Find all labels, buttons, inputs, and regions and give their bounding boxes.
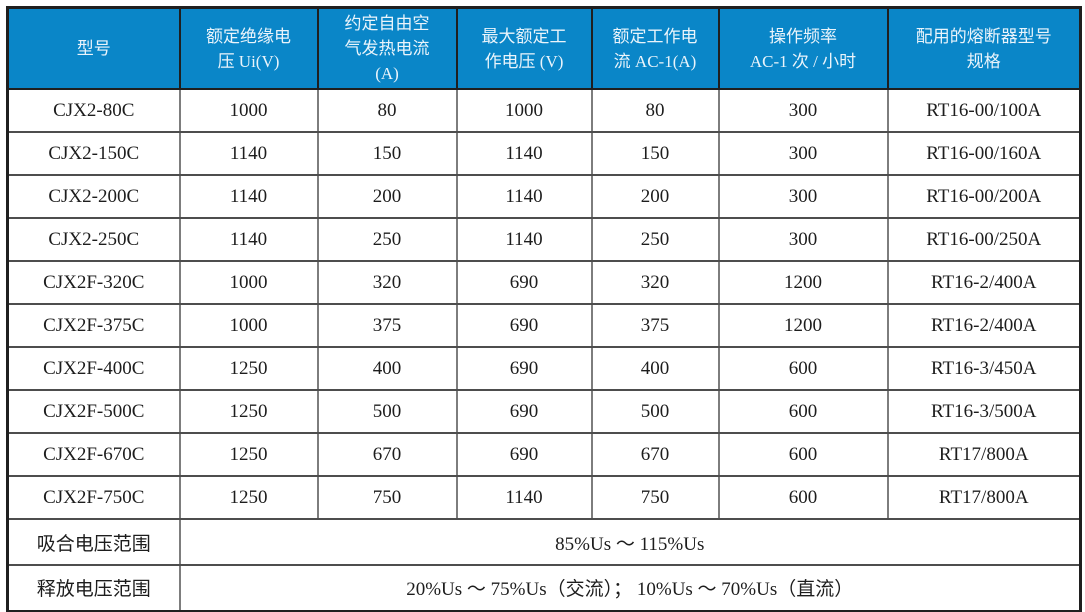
table-cell: 600 <box>717 432 889 477</box>
table-cell: 320 <box>590 260 720 305</box>
table-cell: RT16-2/400A <box>886 303 1082 348</box>
table-cell: 1250 <box>178 432 319 477</box>
table-row: CJX2F-400C 1250 400 690 400 600 RT16-3/450A <box>6 346 1082 391</box>
header-cell-operation-frequency: 操作频率 AC-1 次 / 小时 <box>717 6 889 90</box>
model-cell: CJX2F-400C <box>6 346 181 391</box>
model-cell: CJX2-150C <box>6 131 181 176</box>
footer-value-cell: 85%Us ～ 115%Us <box>178 518 1082 566</box>
table-cell: 500 <box>316 389 458 434</box>
table-cell: 600 <box>717 389 889 434</box>
table-cell: 690 <box>455 389 593 434</box>
table-cell: 150 <box>590 131 720 176</box>
table-row-release-voltage: 释放电压范围 20%Us ～ 75%Us（交流）； 10%Us ～ 70%Us（… <box>6 564 1082 612</box>
model-cell: CJX2-250C <box>6 217 181 262</box>
table-cell: 1140 <box>455 174 593 219</box>
table-row: CJX2F-320C 1000 320 690 320 1200 RT16-2/400A <box>6 260 1082 305</box>
table-cell: 1000 <box>178 88 319 133</box>
table-cell: 375 <box>590 303 720 348</box>
footer-label-cell: 释放电压范围 <box>6 564 181 612</box>
header-cell-insulation-voltage: 额定绝缘电 压 Ui(V) <box>178 6 319 90</box>
table-cell: RT17/800A <box>886 432 1082 477</box>
table-cell: 1200 <box>717 260 889 305</box>
header-cell-working-current: 额定工作电 流 AC-1(A) <box>590 6 720 90</box>
model-cell: CJX2F-320C <box>6 260 181 305</box>
table-cell: 400 <box>590 346 720 391</box>
table-cell: 320 <box>316 260 458 305</box>
table-row: CJX2-150C 1140 150 1140 150 300 RT16-00/160A <box>6 131 1082 176</box>
table-cell: 300 <box>717 131 889 176</box>
table-cell: 300 <box>717 217 889 262</box>
model-cell: CJX2F-500C <box>6 389 181 434</box>
table-cell: 600 <box>717 346 889 391</box>
table-cell: 670 <box>316 432 458 477</box>
model-cell: CJX2-200C <box>6 174 181 219</box>
model-cell: CJX2F-670C <box>6 432 181 477</box>
table-cell: 300 <box>717 174 889 219</box>
table-cell: RT16-00/160A <box>886 131 1082 176</box>
table-cell: 250 <box>590 217 720 262</box>
table-cell: RT16-3/450A <box>886 346 1082 391</box>
table-cell: 200 <box>316 174 458 219</box>
table-row: CJX2-250C 1140 250 1140 250 300 RT16-00/250A <box>6 217 1082 262</box>
header-cell-thermal-current: 约定自由空 气发热电流 (A) <box>316 6 458 90</box>
table-cell: 670 <box>590 432 720 477</box>
table-cell: 300 <box>717 88 889 133</box>
table-cell: RT16-00/100A <box>886 88 1082 133</box>
table-row: CJX2F-375C 1000 375 690 375 1200 RT16-2/400A <box>6 303 1082 348</box>
table-cell: 375 <box>316 303 458 348</box>
table-cell: 1250 <box>178 346 319 391</box>
table-cell: 500 <box>590 389 720 434</box>
model-cell: CJX2-80C <box>6 88 181 133</box>
table-cell: 1200 <box>717 303 889 348</box>
table-cell: RT16-2/400A <box>886 260 1082 305</box>
footer-value-cell: 20%Us ～ 75%Us（交流）； 10%Us ～ 70%Us（直流） <box>178 564 1082 612</box>
table-cell: 1140 <box>455 131 593 176</box>
table-cell: 150 <box>316 131 458 176</box>
table-cell: 1140 <box>178 174 319 219</box>
header-cell-max-working-voltage: 最大额定工 作电压 (V) <box>455 6 593 90</box>
table-cell: 750 <box>316 475 458 520</box>
table-cell: 1250 <box>178 475 319 520</box>
table-cell: 400 <box>316 346 458 391</box>
table-cell: 1000 <box>455 88 593 133</box>
table-cell: 690 <box>455 303 593 348</box>
table-cell: 1140 <box>178 131 319 176</box>
table-row: CJX2F-750C 1250 750 1140 750 600 RT17/800A <box>6 475 1082 520</box>
table-cell: 690 <box>455 260 593 305</box>
table-cell: 80 <box>316 88 458 133</box>
table-cell: 1140 <box>178 217 319 262</box>
table-cell: 1140 <box>455 475 593 520</box>
table-cell: 600 <box>717 475 889 520</box>
table-cell: 690 <box>455 432 593 477</box>
table-cell: 200 <box>590 174 720 219</box>
model-cell: CJX2F-375C <box>6 303 181 348</box>
table-cell: 690 <box>455 346 593 391</box>
table-cell: 1000 <box>178 303 319 348</box>
table-row: CJX2-80C 1000 80 1000 80 300 RT16-00/100A <box>6 88 1082 133</box>
table-cell: 750 <box>590 475 720 520</box>
table-cell: RT16-00/250A <box>886 217 1082 262</box>
table-cell: 250 <box>316 217 458 262</box>
table-cell: 1140 <box>455 217 593 262</box>
header-row: 型号 额定绝缘电 压 Ui(V) 约定自由空 气发热电流 (A) 最大额定工 作… <box>6 6 1082 90</box>
header-cell-model: 型号 <box>6 6 181 90</box>
table-cell: 1250 <box>178 389 319 434</box>
table-row-pickup-voltage: 吸合电压范围 85%Us ～ 115%Us <box>6 518 1082 566</box>
table-cell: RT16-00/200A <box>886 174 1082 219</box>
footer-label-cell: 吸合电压范围 <box>6 518 181 566</box>
table-cell: RT16-3/500A <box>886 389 1082 434</box>
model-cell: CJX2F-750C <box>6 475 181 520</box>
spec-table: 型号 额定绝缘电 压 Ui(V) 约定自由空 气发热电流 (A) 最大额定工 作… <box>6 6 1082 612</box>
table-cell: 1000 <box>178 260 319 305</box>
table-row: CJX2F-500C 1250 500 690 500 600 RT16-3/500A <box>6 389 1082 434</box>
table-cell: 80 <box>590 88 720 133</box>
table-row: CJX2F-670C 1250 670 690 670 600 RT17/800A <box>6 432 1082 477</box>
header-cell-fuse-spec: 配用的熔断器型号 规格 <box>886 6 1082 90</box>
table-row: CJX2-200C 1140 200 1140 200 300 RT16-00/200A <box>6 174 1082 219</box>
table-cell: RT17/800A <box>886 475 1082 520</box>
